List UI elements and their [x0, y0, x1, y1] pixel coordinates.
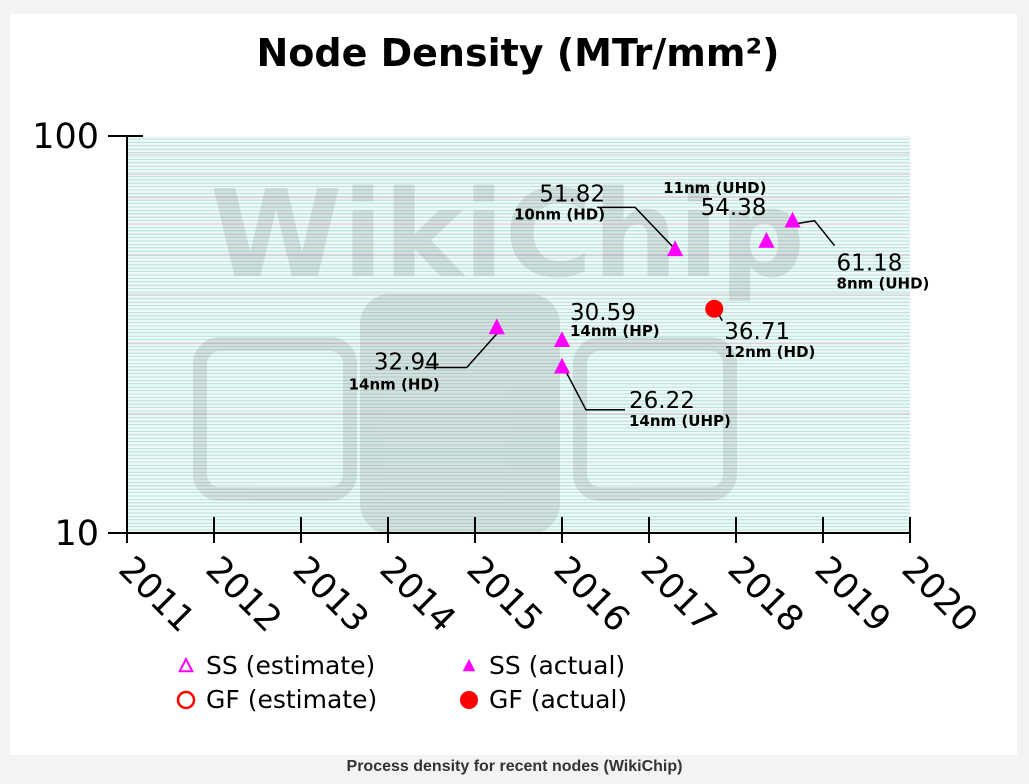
legend-triangle-filled-icon [462, 659, 476, 672]
data-node-label: 14nm (UHP) [629, 412, 731, 430]
watermark-logo: WikiChip [193, 166, 805, 534]
x-tick-label: 2011 [111, 549, 202, 640]
data-value-label: 30.59 [570, 300, 636, 326]
watermark-frame-left [193, 337, 357, 501]
data-node-label: 10nm (HD) [514, 205, 605, 223]
legend-label: SS (actual) [489, 651, 625, 680]
chart-title: Node Density (MTr/mm²) [256, 31, 779, 75]
legend-entry: SS (estimate) [178, 651, 375, 680]
chart-figure: Node Density (MTr/mm²) WikiChip 10 100 2011… [10, 14, 1017, 755]
x-tick-label: 2018 [720, 549, 811, 640]
data-value-label: 36.71 [724, 319, 790, 345]
data-point-triangle [667, 240, 684, 257]
minor-gridlines [127, 138, 910, 531]
data-value-label: 51.82 [539, 181, 605, 207]
data-node-label: 14nm (HD) [349, 375, 440, 393]
data-node-label: 11nm (UHD) [663, 179, 766, 197]
legend-entry: SS (actual) [462, 651, 625, 680]
annotation-leader-line [597, 206, 679, 253]
data-point-triangle [758, 232, 775, 248]
x-tick-label: 2013 [285, 549, 376, 640]
data-value-label: 32.94 [374, 349, 440, 375]
watermark-text: WikiChip [210, 166, 805, 305]
x-tick-label: 2019 [807, 549, 898, 640]
legend-label: GF (estimate) [206, 685, 377, 714]
plot-background [127, 136, 910, 533]
data-value-label: 26.22 [629, 388, 695, 414]
legend-entry: GF (actual) [460, 685, 627, 714]
legend-label: GF (actual) [489, 685, 627, 714]
data-value-label: 54.38 [701, 195, 767, 221]
data-point-circle [705, 299, 724, 318]
y-tick-label: 100 [32, 117, 99, 157]
major-gridlines [127, 153, 910, 414]
x-tick-label: 2017 [633, 549, 724, 640]
watermark-frame-right [573, 337, 737, 501]
annotation-leader-line [795, 219, 836, 247]
data-point-triangle [553, 357, 571, 374]
legend-circle-open-icon [176, 690, 196, 710]
legend-circle-filled-icon [460, 691, 478, 709]
data-value-label: 61.18 [837, 251, 903, 277]
data-point-triangle [553, 331, 571, 347]
x-tick-label: 2016 [546, 549, 637, 640]
legend-label: SS (estimate) [206, 651, 375, 680]
figure-caption: Process density for recent nodes (WikiCh… [346, 758, 683, 775]
x-tick-label: 2020 [894, 549, 985, 640]
x-tick-label: 2012 [198, 549, 289, 640]
data-node-label: 12nm (HD) [724, 343, 815, 361]
data-point-triangle [784, 211, 801, 228]
x-tick-label: 2015 [459, 549, 550, 640]
x-tick-label: 2014 [372, 549, 463, 640]
data-node-label: 8nm (UHD) [837, 275, 930, 293]
annotation-leader-line [424, 329, 501, 369]
chart-canvas: Node Density (MTr/mm²) WikiChip 10 100 2011… [32, 31, 985, 714]
data-point-triangle [488, 318, 505, 335]
legend-entry: GF (estimate) [176, 685, 377, 714]
data-node-label: 14nm (HP) [570, 322, 660, 340]
legend-triangle-open-icon [178, 656, 194, 673]
annotation-leader-line [564, 369, 625, 411]
watermark-chip-shape [360, 294, 560, 534]
y-tick-label: 10 [54, 514, 99, 554]
